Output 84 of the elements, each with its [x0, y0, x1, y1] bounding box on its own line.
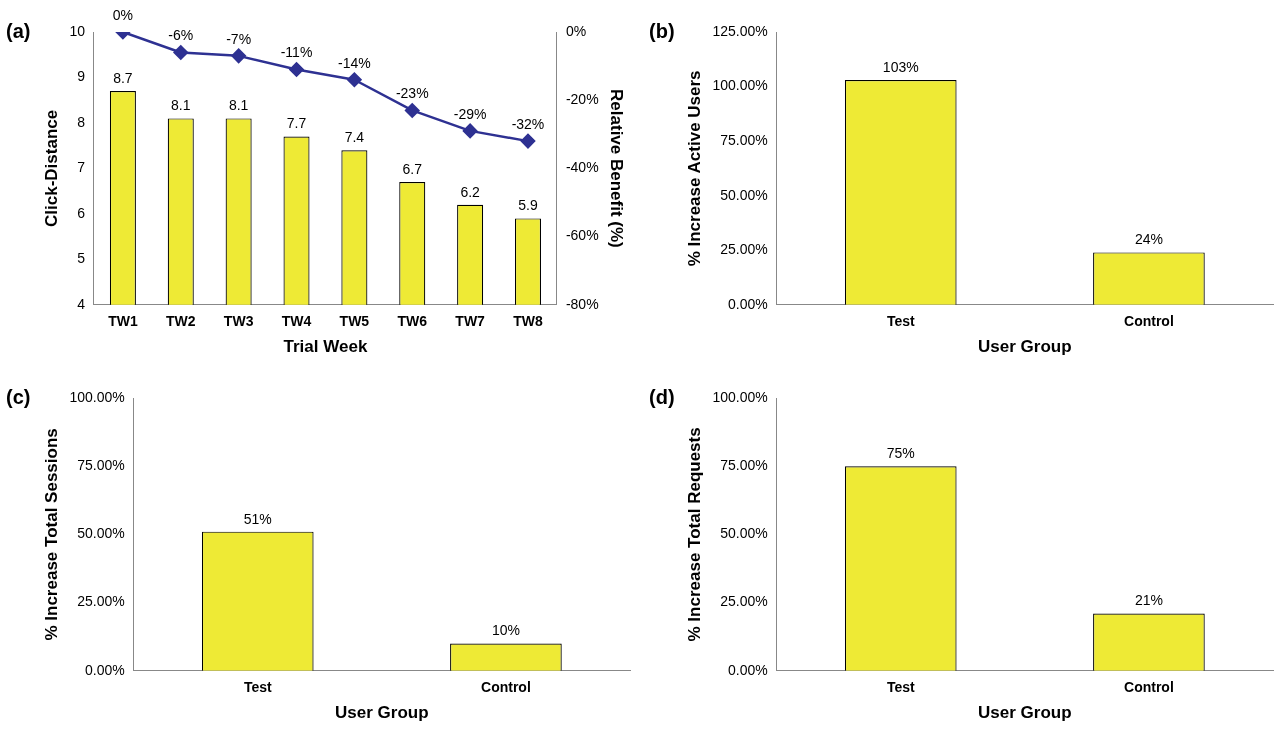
y-tick-label: 75.00%: [720, 457, 768, 474]
y-tick-label: 4: [77, 295, 86, 312]
point: [289, 62, 304, 77]
point: [347, 72, 362, 87]
y-tick-label: 50.00%: [77, 525, 125, 542]
x-tick-label: TW5: [339, 313, 370, 330]
data-label: 6.7: [402, 160, 423, 177]
y-tick-label: 50.00%: [720, 186, 768, 203]
x-tick-label: Test: [886, 313, 915, 330]
data-label: -29%: [453, 105, 487, 122]
y-tick-label: 100.00%: [69, 388, 125, 405]
data-label: 6.2: [460, 183, 481, 200]
data-label: -7%: [226, 30, 252, 47]
y2-tick-label: -40%: [565, 159, 599, 176]
x-axis-title: User Group: [978, 703, 1072, 723]
data-label: 75%: [886, 445, 915, 462]
point: [520, 133, 536, 149]
y-tick-label: 75.00%: [77, 457, 125, 474]
point: [231, 48, 246, 64]
y-axis-title: % Increase Active Users: [684, 70, 704, 267]
y-tick-label: 25.00%: [77, 593, 125, 610]
data-label: 51%: [243, 510, 272, 527]
x-tick-label: Control: [1124, 313, 1174, 330]
y-tick-label: 7: [77, 159, 86, 176]
chart-title: (d): [649, 385, 675, 408]
chart-title: (b): [649, 19, 675, 42]
x-tick-label: TW3: [223, 313, 254, 330]
x-tick-label: TW4: [281, 313, 312, 330]
x-tick-label: Test: [243, 679, 272, 696]
y-axis-title: % Increase Total Requests: [684, 427, 704, 642]
data-label: 21%: [1134, 592, 1163, 609]
point: [173, 45, 189, 60]
y-tick-label: 100.00%: [712, 77, 768, 94]
data-label: 7.4: [344, 129, 365, 146]
data-label: 8.1: [171, 97, 191, 114]
y-tick-label: 125.00%: [712, 22, 768, 39]
data-label: 8.7: [113, 69, 133, 86]
data-label: 24%: [1134, 231, 1163, 248]
y-tick-label: 6: [77, 204, 86, 221]
y2-tick-label: 0%: [565, 22, 587, 39]
x-tick-label: Control: [1124, 679, 1174, 696]
x-tick-label: Test: [886, 679, 915, 696]
data-label: 103%: [882, 58, 919, 75]
y-tick-label: 25.00%: [720, 241, 768, 258]
y-tick-label: 25.00%: [720, 593, 768, 610]
y-tick-label: 0.00%: [727, 661, 768, 678]
x-tick-label: TW6: [397, 313, 428, 330]
chart-title: (c): [6, 385, 31, 408]
data-label: 10%: [491, 622, 520, 639]
y-tick-label: 9: [77, 68, 86, 85]
y-axis-title: Click-Distance: [41, 109, 61, 227]
data-label: -14%: [338, 54, 371, 71]
y2-tick-label: -60%: [565, 227, 599, 244]
x-axis-title: User Group: [978, 337, 1072, 357]
y-tick-label: 8: [77, 113, 86, 130]
x-axis-title: User Group: [335, 703, 429, 723]
y-tick-label: 100.00%: [712, 388, 768, 405]
x-tick-label: TW1: [108, 313, 138, 330]
data-label: -32%: [511, 115, 545, 132]
x-tick-label: TW8: [513, 313, 543, 330]
x-tick-label: TW7: [455, 313, 486, 330]
y2-tick-label: -80%: [565, 295, 599, 312]
y2-tick-label: -20%: [565, 91, 599, 108]
y-tick-label: 5: [77, 250, 86, 267]
data-label: -23%: [395, 85, 429, 102]
y-tick-label: 0.00%: [727, 295, 768, 312]
y-tick-label: 75.00%: [720, 131, 768, 148]
y-tick-label: 10: [69, 22, 86, 39]
y-tick-label: 0.00%: [84, 661, 125, 678]
data-label: 0%: [112, 6, 134, 23]
x-tick-label: Control: [481, 679, 531, 696]
point: [462, 123, 478, 139]
chart-title: (a): [6, 19, 31, 42]
y-tick-label: 50.00%: [720, 525, 768, 542]
x-tick-label: TW2: [165, 313, 196, 330]
data-label: -6%: [168, 27, 194, 44]
x-axis-title: Trial Week: [283, 337, 368, 357]
data-label: 5.9: [518, 197, 538, 214]
data-label: -11%: [280, 44, 313, 61]
y2-axis-title: Relative Benefit (%): [607, 89, 627, 248]
data-label: 7.7: [286, 115, 307, 132]
y-axis-title: % Increase Total Sessions: [41, 428, 61, 641]
point: [405, 103, 420, 118]
data-label: 8.1: [228, 97, 249, 114]
